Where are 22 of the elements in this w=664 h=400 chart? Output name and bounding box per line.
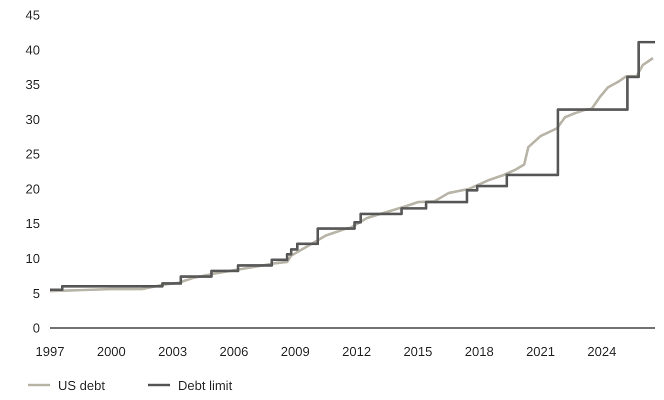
y-tick-label: 15 — [26, 216, 40, 232]
y-tick-label: 0 — [32, 320, 40, 336]
y-tick-label: 35 — [26, 77, 40, 92]
legend-label: US debt — [58, 378, 106, 393]
y-tick-label: 30 — [26, 112, 40, 127]
x-tick-label: 2000 — [96, 344, 126, 359]
y-tick-label: 25 — [26, 146, 40, 162]
x-tick-label: 2012 — [342, 344, 372, 359]
x-tick-label: 2009 — [280, 344, 310, 359]
x-tick-label: 2018 — [464, 344, 494, 359]
x-tick-label: 2021 — [526, 344, 555, 359]
y-tick-label: 10 — [26, 250, 40, 266]
legend-label: Debt limit — [178, 378, 233, 393]
x-tick-label: 1997 — [36, 344, 64, 359]
x-tick-label: 2006 — [219, 344, 248, 359]
y-tick-label: 5 — [32, 286, 40, 301]
x-tick-label: 2003 — [158, 344, 188, 359]
x-tick-label: 2015 — [403, 344, 432, 359]
y-tick-label: 40 — [26, 42, 40, 58]
y-tick-label: 45 — [26, 8, 40, 23]
x-tick-label: 2024 — [587, 344, 616, 359]
y-tick-label: 20 — [26, 181, 40, 196]
